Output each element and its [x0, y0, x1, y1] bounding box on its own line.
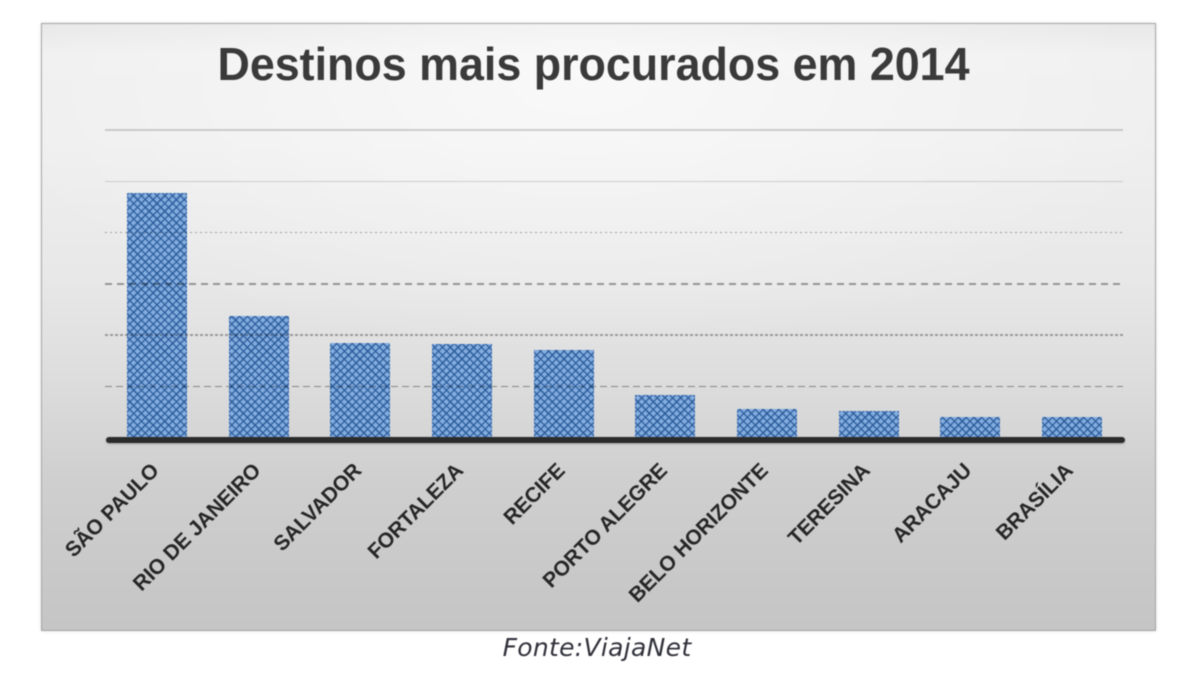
bar-sao-paulo — [127, 193, 187, 439]
chart-figure: Destinos mais procurados em 2014 SÃO PAU… — [41, 23, 1156, 631]
x-axis-label-recife: RECIFE — [499, 459, 570, 530]
gridline-6 — [105, 129, 1123, 131]
bar-teresina — [838, 411, 899, 439]
gridline-3 — [105, 283, 1123, 285]
bar-salvador — [330, 343, 391, 439]
bar-fortaleza — [431, 343, 492, 439]
bar-porto-alegre — [635, 395, 696, 439]
gridline-5 — [105, 180, 1123, 182]
x-axis-label-brasilia: BRASÍLIA — [992, 459, 1079, 545]
x-axis-label-teresina: TERESINA — [784, 459, 875, 550]
bar-recife — [533, 350, 594, 439]
bar-aracaju — [940, 417, 1001, 439]
gridline-1 — [105, 385, 1123, 388]
x-axis-label-sao-paulo: SÃO PAULO — [60, 459, 164, 562]
bar-brasilia — [1041, 417, 1102, 439]
x-axis-label-fortaleza: FORTALEZA — [363, 459, 469, 564]
bar-belo-horizonte — [736, 409, 797, 439]
chart-title: Destinos mais procurados em 2014 — [217, 38, 970, 90]
plot-area: SÃO PAULO RIO DE JANEIRO SALVADOR FORTALEZA… — [42, 24, 1155, 630]
source-caption: Fonte:ViajaNet — [502, 633, 692, 662]
bar-rio-de-janeiro — [228, 316, 289, 439]
x-axis-label-salvador: SALVADOR — [269, 459, 367, 556]
gridline-2 — [105, 334, 1123, 336]
gridline-4 — [105, 231, 1123, 234]
x-axis-line — [106, 437, 1125, 443]
x-axis-label-aracaju: ARACAJU — [888, 459, 977, 548]
